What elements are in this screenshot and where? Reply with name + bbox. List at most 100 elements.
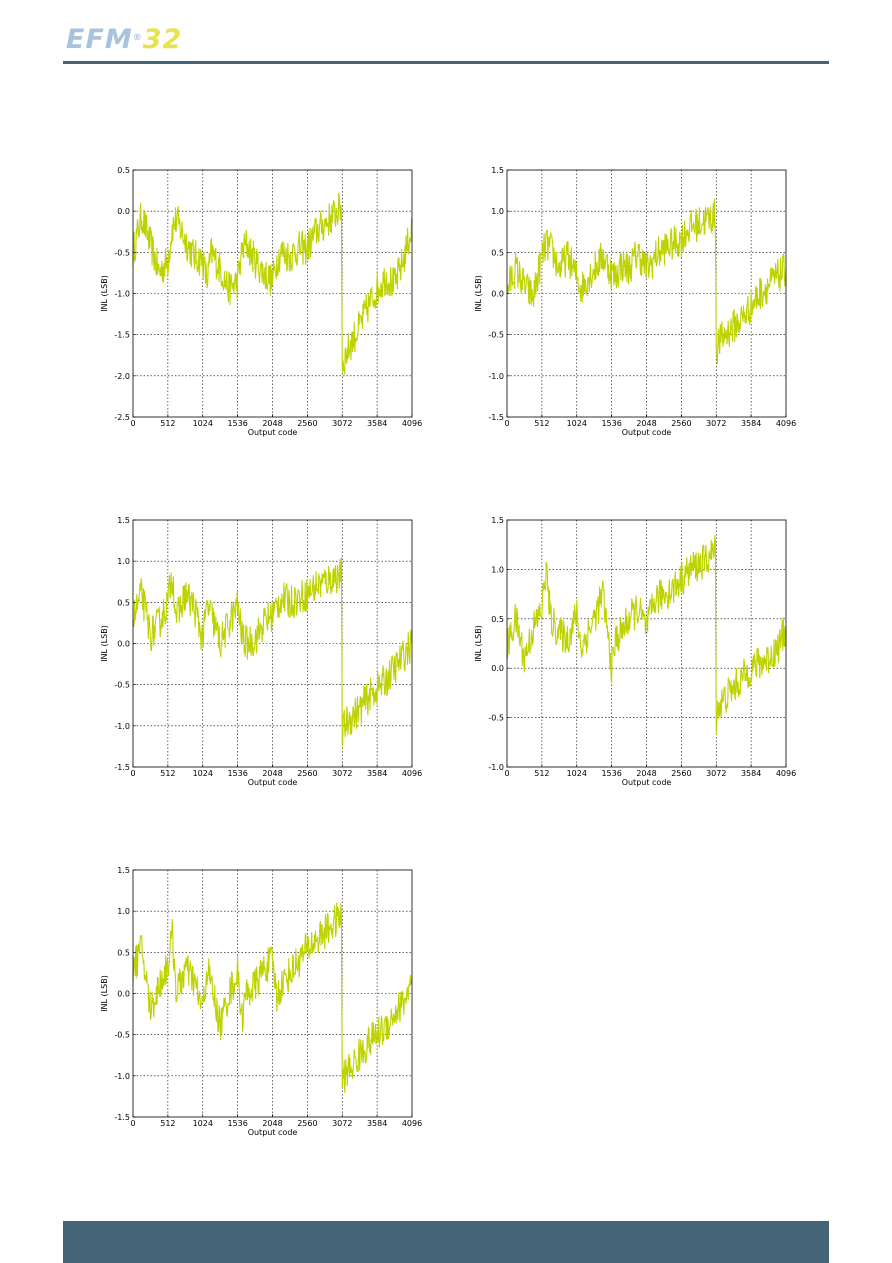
- inl-chart-5: 0 512 1024 1536 2048 2560 3072 3584 4096 -1.5 -1.0…: [96, 860, 426, 1145]
- x-tick-label: 2048: [262, 1119, 282, 1128]
- x-tick-label: 1024: [567, 769, 587, 778]
- y-tick-label: -1.5: [114, 1113, 130, 1122]
- header-rule: [63, 61, 829, 64]
- inl-chart-4: 0 512 1024 1536 2048 2560 3072 3584 4096 -1.0 -0.5…: [470, 510, 800, 795]
- logo-registered-mark: ®: [132, 33, 143, 43]
- y-tick-label: 0.0: [491, 664, 504, 673]
- y-tick-label: -1.0: [114, 290, 130, 299]
- y-tick-label: 0.0: [117, 207, 130, 216]
- inl-chart-3: 0 512 1024 1536 2048 2560 3072 3584 4096 -1.5 -1.0…: [96, 510, 426, 795]
- x-tick-label: 512: [160, 769, 175, 778]
- x-tick-label: 2048: [262, 769, 282, 778]
- x-tick-label: 2048: [636, 419, 656, 428]
- y-tick-label: 0.5: [491, 248, 504, 257]
- x-tick-label: 3072: [332, 769, 352, 778]
- y-tick-label: -2.0: [114, 372, 130, 381]
- y-tick-label: -0.5: [488, 714, 504, 723]
- logo-number: 32: [142, 24, 183, 55]
- x-axis-label: Output code: [248, 428, 298, 437]
- y-tick-label: 1.0: [117, 557, 130, 566]
- x-tick-label: 1536: [601, 769, 621, 778]
- y-axis-label: INL (LSB): [474, 625, 483, 662]
- x-tick-label: 3584: [741, 769, 761, 778]
- x-tick-label: 2560: [671, 769, 691, 778]
- x-tick-label: 3072: [706, 769, 726, 778]
- x-tick-label: 3072: [706, 419, 726, 428]
- x-tick-label: 2560: [671, 419, 691, 428]
- y-tick-label: -1.0: [488, 763, 504, 772]
- x-axis-label: Output code: [248, 1128, 298, 1137]
- inl-series-line: [506, 198, 787, 365]
- y-tick-label: 1.5: [491, 516, 504, 525]
- x-axis-label: Output code: [622, 428, 672, 437]
- x-tick-label: 3584: [367, 419, 387, 428]
- x-tick-label: 3584: [367, 769, 387, 778]
- x-tick-label: 4096: [776, 419, 796, 428]
- y-tick-label: -2.5: [114, 413, 130, 422]
- x-tick-label: 4096: [402, 419, 422, 428]
- y-tick-label: -1.0: [488, 372, 504, 381]
- y-tick-label: 0.5: [117, 598, 130, 607]
- x-tick-label: 1024: [193, 769, 213, 778]
- y-tick-label: -1.0: [114, 1072, 130, 1081]
- x-axis-label: Output code: [622, 778, 672, 787]
- x-tick-label: 0: [504, 419, 509, 428]
- x-tick-label: 2560: [297, 419, 317, 428]
- x-tick-label: 2560: [297, 769, 317, 778]
- logo-text: EFM: [66, 24, 133, 55]
- y-tick-label: -0.5: [114, 248, 130, 257]
- x-tick-label: 0: [130, 1119, 135, 1128]
- x-tick-label: 1024: [567, 419, 587, 428]
- inl-chart-2: 0 512 1024 1536 2048 2560 3072 3584 4096 -1.5 -1.0…: [470, 160, 800, 445]
- y-tick-label: 0.0: [117, 990, 130, 999]
- x-tick-label: 512: [160, 1119, 175, 1128]
- x-tick-label: 0: [130, 769, 135, 778]
- y-tick-label: 0.5: [491, 615, 504, 624]
- chart-svg: 0 512 1024 1536 2048 2560 3072 3584 4096 -1.5 -1.0…: [474, 166, 796, 437]
- y-tick-label: 1.0: [491, 207, 504, 216]
- inl-series-line: [132, 902, 413, 1094]
- x-tick-label: 512: [534, 419, 549, 428]
- y-tick-label: -1.0: [114, 722, 130, 731]
- y-tick-label: 1.5: [117, 866, 130, 875]
- y-tick-label: -0.5: [114, 681, 130, 690]
- x-tick-label: 512: [160, 419, 175, 428]
- x-tick-label: 2560: [297, 1119, 317, 1128]
- y-tick-label: 1.5: [117, 516, 130, 525]
- y-axis-label: INL (LSB): [100, 975, 109, 1012]
- x-tick-label: 3584: [367, 1119, 387, 1128]
- chart-svg: 0 512 1024 1536 2048 2560 3072 3584 4096 -2.5 -2.0…: [100, 166, 422, 437]
- x-tick-label: 1536: [227, 769, 247, 778]
- x-axis-label: Output code: [248, 778, 298, 787]
- x-tick-label: 3072: [332, 419, 352, 428]
- x-tick-label: 4096: [776, 769, 796, 778]
- inl-chart-1: 0 512 1024 1536 2048 2560 3072 3584 4096 -2.5 -2.0…: [96, 160, 426, 445]
- y-tick-label: -1.5: [114, 331, 130, 340]
- x-tick-label: 4096: [402, 1119, 422, 1128]
- y-tick-label: -0.5: [488, 331, 504, 340]
- y-tick-label: 0.0: [117, 640, 130, 649]
- inl-series-line: [132, 557, 413, 748]
- y-axis-label: INL (LSB): [100, 275, 109, 312]
- x-tick-label: 0: [130, 419, 135, 428]
- y-tick-label: 0.5: [117, 948, 130, 957]
- x-tick-label: 512: [534, 769, 549, 778]
- x-tick-label: 2048: [636, 769, 656, 778]
- inl-series-line: [132, 192, 413, 375]
- y-tick-label: -1.5: [488, 413, 504, 422]
- y-axis-label: INL (LSB): [474, 275, 483, 312]
- x-tick-label: 1536: [227, 1119, 247, 1128]
- chart-svg: 0 512 1024 1536 2048 2560 3072 3584 4096 -1.0 -0.5…: [474, 516, 796, 787]
- footer-bar: [63, 1221, 829, 1263]
- y-tick-label: -0.5: [114, 1031, 130, 1040]
- x-tick-label: 4096: [402, 769, 422, 778]
- y-tick-label: 1.0: [491, 565, 504, 574]
- y-tick-label: -1.5: [114, 763, 130, 772]
- chart-svg: 0 512 1024 1536 2048 2560 3072 3584 4096 -1.5 -1.0…: [100, 516, 422, 787]
- x-tick-label: 1024: [193, 1119, 213, 1128]
- y-axis-label: INL (LSB): [100, 625, 109, 662]
- y-tick-label: 0.5: [117, 166, 130, 175]
- x-tick-label: 3072: [332, 1119, 352, 1128]
- efm32-logo: EFM®32: [66, 26, 182, 54]
- chart-svg: 0 512 1024 1536 2048 2560 3072 3584 4096 -1.5 -1.0…: [100, 866, 422, 1137]
